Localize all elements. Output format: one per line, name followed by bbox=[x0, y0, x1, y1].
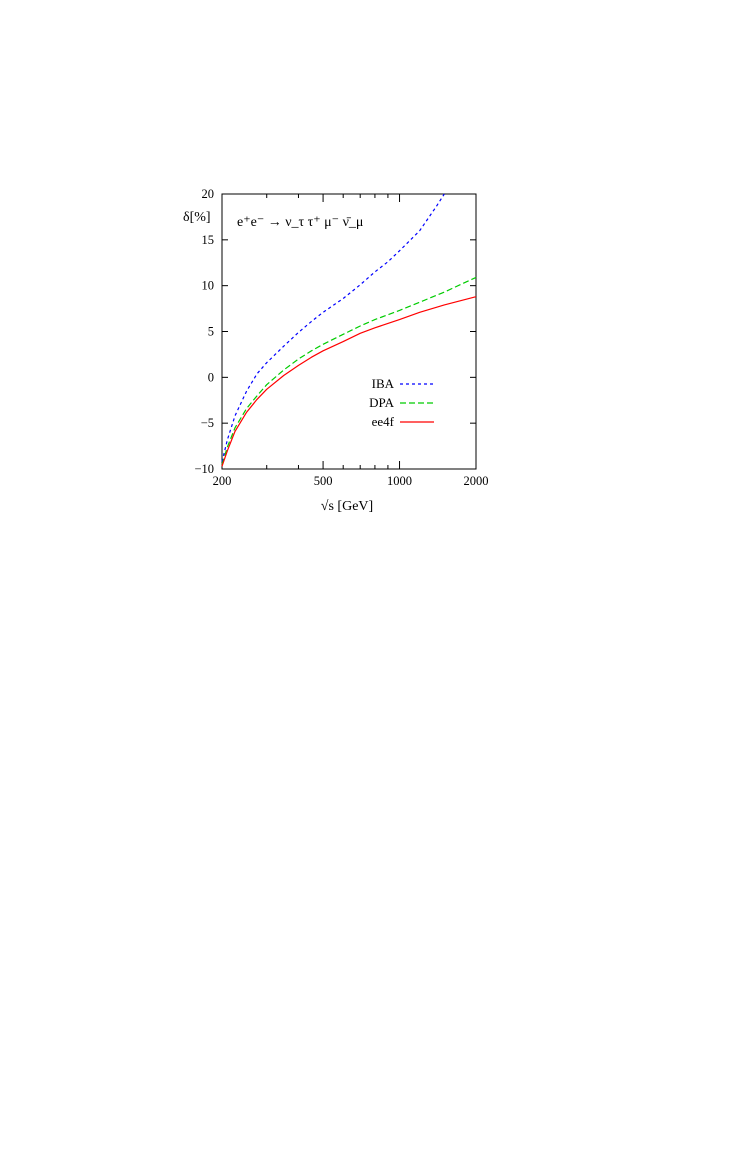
series-line-iba bbox=[221, 193, 445, 462]
x-tick-label: 200 bbox=[213, 474, 232, 488]
legend-label-iba: IBA bbox=[372, 376, 395, 391]
legend: IBA DPA ee4f bbox=[369, 376, 434, 429]
axis-ticks bbox=[221, 193, 477, 470]
y-tick-label: 15 bbox=[202, 233, 215, 247]
y-tick-label: −5 bbox=[201, 416, 214, 430]
legend-label-ee4f: ee4f bbox=[372, 414, 395, 429]
y-tick-label: 20 bbox=[202, 187, 215, 201]
legend-label-dpa: DPA bbox=[369, 395, 394, 410]
series-lines bbox=[221, 193, 477, 467]
y-tick-label: 10 bbox=[202, 279, 215, 293]
axis-tick-labels: −10 −5 0 5 10 15 20 200 500 1000 2000 bbox=[194, 187, 488, 488]
series-line-dpa bbox=[221, 276, 477, 465]
x-tick-label: 500 bbox=[314, 474, 333, 488]
process-label: e⁺e⁻ → ν_τ τ⁺ μ⁻ ν̄_μ bbox=[237, 215, 363, 230]
y-tick-label: 0 bbox=[208, 370, 214, 384]
y-tick-label: 5 bbox=[208, 325, 214, 339]
x-axis-label: √s [GeV] bbox=[321, 499, 373, 514]
x-tick-label: 1000 bbox=[387, 474, 412, 488]
y-axis-label: δ[%] bbox=[183, 210, 211, 225]
y-tick-label: −10 bbox=[194, 462, 214, 476]
series-line-ee4f bbox=[221, 296, 477, 467]
x-tick-label: 2000 bbox=[464, 474, 489, 488]
